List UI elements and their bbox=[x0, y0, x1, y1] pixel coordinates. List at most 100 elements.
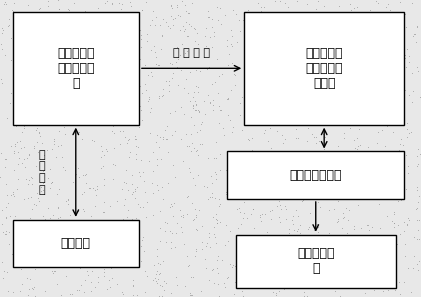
Point bbox=[237, 28, 243, 33]
Point bbox=[168, 240, 174, 244]
Point bbox=[249, 206, 256, 211]
Point bbox=[294, 229, 301, 234]
Point bbox=[166, 205, 173, 210]
Point bbox=[323, 261, 330, 266]
Point bbox=[71, 1, 77, 6]
Point bbox=[131, 62, 137, 67]
Point bbox=[141, 81, 148, 86]
Point bbox=[109, 29, 116, 34]
Point bbox=[136, 170, 143, 174]
Point bbox=[104, 149, 111, 154]
Point bbox=[240, 210, 247, 215]
Point bbox=[222, 285, 229, 290]
Point bbox=[325, 47, 332, 52]
Point bbox=[79, 192, 85, 197]
Point bbox=[61, 132, 68, 137]
Point bbox=[138, 157, 145, 162]
Point bbox=[314, 49, 320, 54]
Point bbox=[164, 221, 171, 226]
Point bbox=[134, 34, 141, 38]
Point bbox=[303, 27, 310, 32]
Point bbox=[41, 44, 48, 49]
Point bbox=[21, 105, 28, 109]
Point bbox=[50, 139, 57, 144]
Point bbox=[110, 146, 117, 151]
Point bbox=[30, 285, 37, 290]
Point bbox=[10, 290, 16, 294]
Point bbox=[377, 262, 384, 266]
Point bbox=[135, 144, 142, 149]
Point bbox=[258, 14, 264, 19]
Point bbox=[321, 147, 328, 151]
Point bbox=[150, 191, 157, 196]
Point bbox=[91, 139, 97, 144]
Point bbox=[316, 259, 322, 263]
Point bbox=[301, 61, 308, 65]
Point bbox=[396, 148, 402, 153]
Point bbox=[173, 275, 180, 280]
Point bbox=[139, 238, 146, 242]
Point bbox=[138, 258, 144, 263]
Point bbox=[0, 77, 5, 82]
Point bbox=[66, 42, 72, 47]
Point bbox=[394, 199, 401, 203]
Point bbox=[52, 67, 59, 72]
Point bbox=[341, 60, 347, 64]
Point bbox=[232, 72, 238, 77]
Point bbox=[190, 104, 197, 108]
Point bbox=[222, 168, 229, 173]
Point bbox=[382, 163, 389, 168]
Point bbox=[397, 231, 404, 236]
Point bbox=[28, 176, 35, 181]
Point bbox=[56, 128, 62, 133]
Point bbox=[81, 190, 88, 195]
Point bbox=[137, 205, 144, 210]
Point bbox=[340, 210, 346, 215]
Point bbox=[360, 241, 367, 245]
Point bbox=[265, 66, 272, 70]
Point bbox=[196, 69, 203, 74]
Point bbox=[266, 73, 273, 78]
Point bbox=[289, 213, 296, 218]
Point bbox=[25, 250, 32, 255]
Point bbox=[74, 209, 81, 214]
Point bbox=[135, 124, 142, 129]
Point bbox=[78, 67, 85, 72]
Point bbox=[24, 122, 30, 127]
Point bbox=[404, 135, 411, 140]
Point bbox=[312, 157, 319, 161]
Point bbox=[385, 174, 392, 178]
Point bbox=[326, 208, 333, 212]
Point bbox=[267, 209, 274, 214]
Point bbox=[402, 254, 408, 259]
Point bbox=[115, 246, 122, 250]
Point bbox=[177, 14, 184, 19]
Point bbox=[160, 259, 167, 263]
Point bbox=[397, 121, 404, 126]
Point bbox=[366, 61, 373, 66]
Point bbox=[66, 41, 73, 45]
Point bbox=[297, 267, 304, 272]
Point bbox=[186, 165, 192, 170]
Point bbox=[190, 175, 197, 180]
Point bbox=[319, 169, 326, 173]
Point bbox=[209, 81, 216, 86]
Point bbox=[264, 112, 271, 117]
Point bbox=[76, 175, 83, 180]
Point bbox=[385, 23, 392, 28]
Point bbox=[295, 279, 301, 283]
Point bbox=[187, 170, 194, 174]
Point bbox=[333, 169, 339, 174]
Point bbox=[259, 274, 266, 279]
Point bbox=[185, 193, 192, 198]
Point bbox=[197, 121, 204, 126]
Text: 自动测试机阵列: 自动测试机阵列 bbox=[290, 169, 342, 182]
Point bbox=[313, 103, 320, 108]
Point bbox=[205, 15, 212, 20]
Point bbox=[78, 222, 85, 226]
Point bbox=[103, 0, 110, 3]
Point bbox=[134, 33, 141, 38]
Point bbox=[291, 33, 298, 38]
Point bbox=[413, 236, 420, 241]
Point bbox=[173, 231, 179, 236]
